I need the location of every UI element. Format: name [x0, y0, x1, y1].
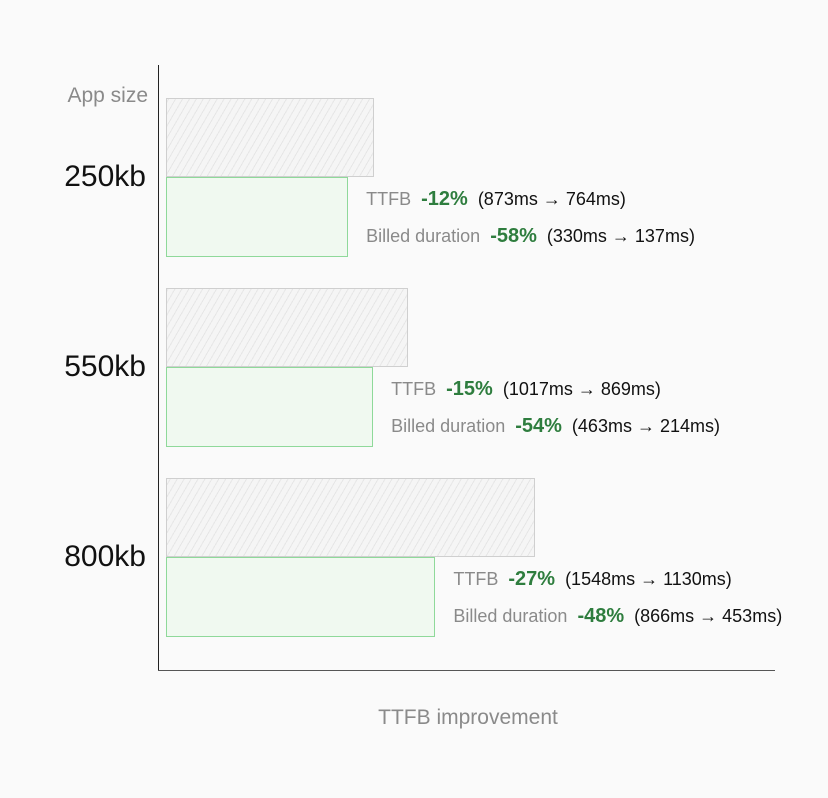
bar-group: 250kb TTFB -12% (873ms → 764ms) Billed dur…: [0, 98, 828, 258]
billed-annotation: Billed duration -58% (330ms → 137ms): [366, 225, 695, 248]
ttfb-annotation: TTFB -27% (1548ms → 1130ms): [453, 568, 731, 591]
bar-before: [166, 478, 535, 557]
billed-range: (330ms → 137ms): [546, 226, 695, 246]
billed-percent: -58%: [490, 225, 537, 247]
ttfb-percent: -27%: [508, 568, 556, 590]
ttfb-label: TTFB: [453, 569, 499, 589]
category-label: 550kb: [64, 350, 146, 383]
y-axis-line: [158, 65, 159, 671]
category-label: 800kb: [64, 540, 146, 573]
ttfb-annotation: TTFB -12% (873ms → 764ms): [366, 188, 626, 211]
ttfb-range: (1548ms → 1130ms): [565, 569, 732, 589]
ttfb-percent: -12%: [421, 188, 468, 210]
billed-percent: -54%: [515, 415, 562, 437]
bar-group: 800kb TTFB -27% (1548ms → 1130ms) Billed d…: [0, 478, 828, 638]
bar-group: 550kb TTFB -15% (1017ms → 869ms) Billed du…: [0, 288, 828, 448]
bar-after: [166, 367, 374, 447]
billed-range: (463ms → 214ms): [571, 416, 720, 436]
bar-after: [166, 557, 436, 637]
ttfb-label: TTFB: [366, 189, 412, 209]
ttfb-range: (873ms → 764ms): [477, 189, 626, 209]
category-label: 250kb: [64, 160, 146, 193]
y-axis-title: App size: [67, 84, 148, 107]
billed-annotation: Billed duration -48% (866ms → 453ms): [453, 605, 782, 628]
billed-range: (866ms → 453ms): [634, 606, 783, 626]
ttfb-label: TTFB: [391, 379, 437, 399]
ttfb-annotation: TTFB -15% (1017ms → 869ms): [391, 378, 661, 401]
billed-label: Billed duration: [391, 416, 506, 436]
bar-after: [166, 177, 349, 257]
billed-annotation: Billed duration -54% (463ms → 214ms): [391, 415, 720, 438]
billed-percent: -48%: [577, 605, 625, 627]
bar-before: [166, 98, 375, 177]
ttfb-percent: -15%: [446, 378, 493, 400]
x-axis-title: TTFB improvement: [378, 706, 558, 729]
billed-label: Billed duration: [453, 606, 568, 626]
ttfb-range: (1017ms → 869ms): [502, 379, 661, 399]
billed-label: Billed duration: [366, 226, 481, 246]
bar-before: [166, 288, 409, 367]
x-axis-line: [158, 670, 775, 671]
